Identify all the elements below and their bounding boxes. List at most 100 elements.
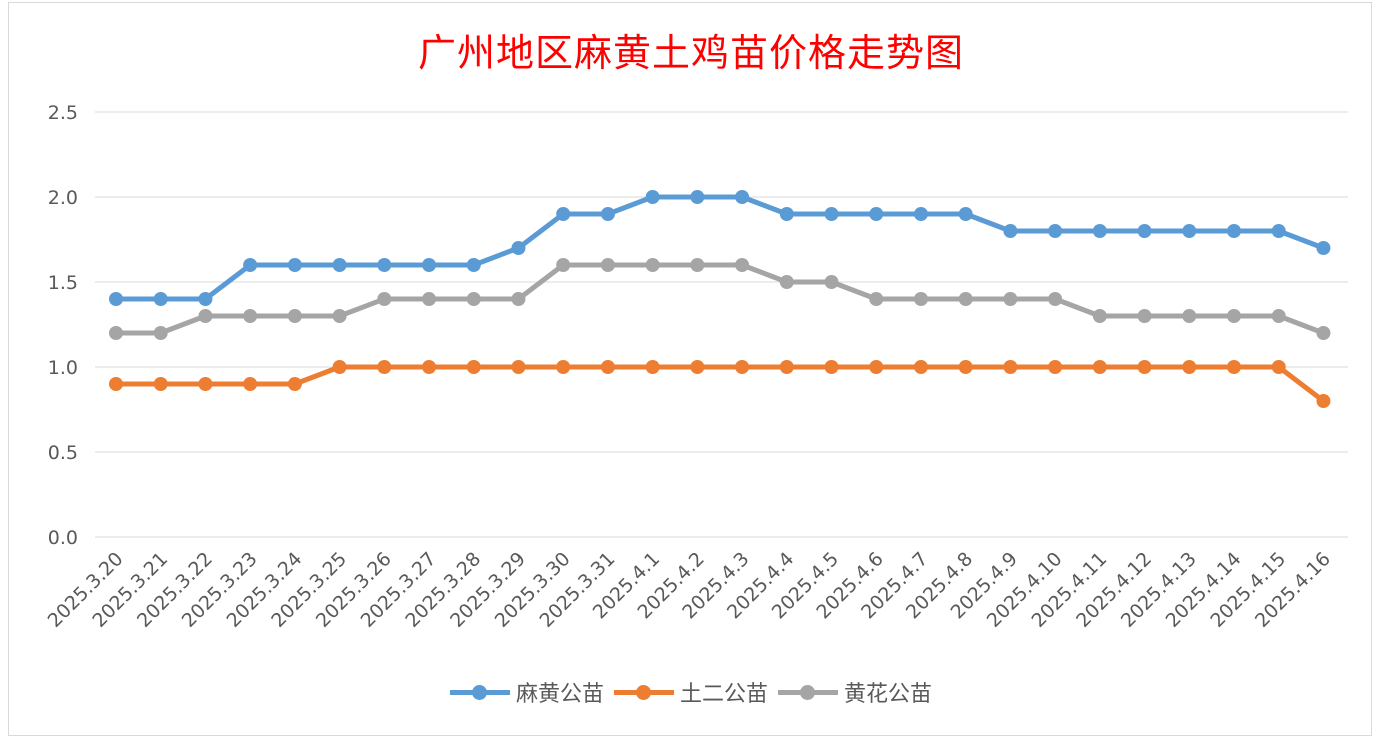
data-point	[556, 360, 570, 374]
data-point	[690, 190, 704, 204]
data-point	[1048, 360, 1062, 374]
data-point	[914, 207, 928, 221]
data-point	[288, 309, 302, 323]
data-point	[914, 360, 928, 374]
data-point	[1138, 224, 1152, 238]
data-point	[601, 360, 615, 374]
data-point	[467, 258, 481, 272]
data-point	[154, 292, 168, 306]
data-point	[735, 360, 749, 374]
data-point	[1093, 224, 1107, 238]
data-point	[422, 292, 436, 306]
data-point	[1003, 224, 1017, 238]
data-point	[288, 258, 302, 272]
data-point	[556, 207, 570, 221]
legend-label: 麻黄公苗	[516, 676, 604, 708]
y-tick-label: 0.5	[48, 442, 78, 464]
series-points-0	[109, 190, 1330, 306]
data-point	[511, 292, 525, 306]
data-point	[646, 360, 660, 374]
data-point	[1182, 360, 1196, 374]
data-point	[601, 258, 615, 272]
data-point	[1272, 309, 1286, 323]
series-points	[109, 190, 1330, 408]
data-point	[511, 360, 525, 374]
data-point	[377, 360, 391, 374]
data-point	[1227, 360, 1241, 374]
data-point	[154, 326, 168, 340]
data-point	[1272, 360, 1286, 374]
data-point	[1227, 309, 1241, 323]
data-point	[109, 292, 123, 306]
gridlines	[95, 112, 1348, 537]
data-point	[1272, 224, 1286, 238]
data-point	[109, 377, 123, 391]
data-point	[735, 190, 749, 204]
data-point	[1138, 360, 1152, 374]
data-point	[735, 258, 749, 272]
data-point	[1316, 394, 1330, 408]
data-point	[1316, 326, 1330, 340]
data-point	[959, 292, 973, 306]
data-point	[1138, 309, 1152, 323]
data-point	[1227, 224, 1241, 238]
legend-label: 土二公苗	[680, 676, 768, 708]
data-point	[1182, 224, 1196, 238]
y-tick-label: 1.0	[48, 357, 78, 379]
data-point	[243, 258, 257, 272]
data-point	[690, 258, 704, 272]
data-point	[333, 360, 347, 374]
data-point	[825, 207, 839, 221]
data-point	[1003, 360, 1017, 374]
data-point	[601, 207, 615, 221]
series-line-0	[116, 197, 1323, 299]
data-point	[959, 207, 973, 221]
data-point	[422, 258, 436, 272]
legend-label: 黄花公苗	[844, 676, 932, 708]
data-point	[422, 360, 436, 374]
x-axis-ticks: 2025.3.202025.3.212025.3.222025.3.232025…	[44, 548, 1335, 632]
data-point	[243, 309, 257, 323]
data-point	[869, 360, 883, 374]
data-point	[690, 360, 704, 374]
data-point	[825, 275, 839, 289]
legend-item: 黄花公苗	[778, 676, 932, 708]
legend-swatch	[778, 682, 838, 702]
data-point	[198, 309, 212, 323]
data-point	[154, 377, 168, 391]
data-point	[825, 360, 839, 374]
data-point	[467, 292, 481, 306]
legend-item: 土二公苗	[614, 676, 768, 708]
series-line-2	[116, 265, 1323, 333]
data-point	[333, 309, 347, 323]
data-point	[1003, 292, 1017, 306]
data-point	[377, 292, 391, 306]
data-point	[377, 258, 391, 272]
data-point	[1048, 224, 1062, 238]
legend-item: 麻黄公苗	[450, 676, 604, 708]
data-point	[869, 292, 883, 306]
data-point	[1316, 241, 1330, 255]
y-axis-ticks: 0.0 0.5 1.0 1.5 2.0 2.5	[48, 102, 78, 549]
data-point	[288, 377, 302, 391]
data-point	[511, 241, 525, 255]
data-point	[646, 258, 660, 272]
data-point	[780, 207, 794, 221]
data-point	[780, 275, 794, 289]
data-point	[556, 258, 570, 272]
data-point	[914, 292, 928, 306]
data-point	[959, 360, 973, 374]
data-point	[109, 326, 123, 340]
y-tick-label: 0.0	[48, 527, 78, 549]
legend-swatch	[450, 682, 510, 702]
data-point	[333, 258, 347, 272]
data-point	[780, 360, 794, 374]
data-point	[1048, 292, 1062, 306]
y-tick-label: 1.5	[48, 272, 78, 294]
data-point	[198, 292, 212, 306]
data-point	[646, 190, 660, 204]
data-point	[198, 377, 212, 391]
data-point	[1093, 309, 1107, 323]
